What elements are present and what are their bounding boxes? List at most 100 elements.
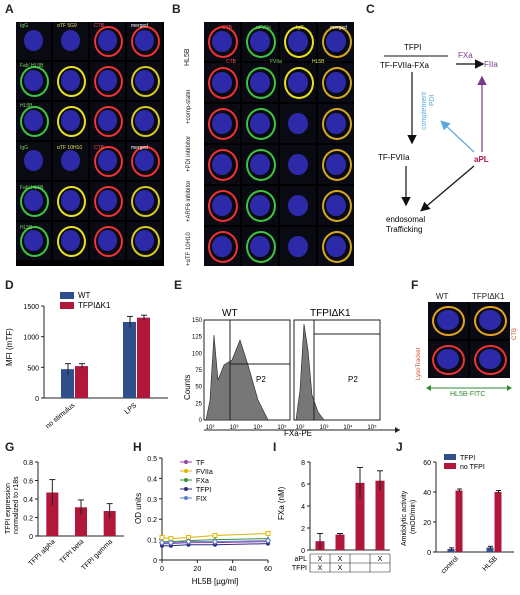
h-y-tick-label: 0.4	[147, 476, 157, 483]
i-bar	[355, 482, 365, 550]
h-legend-marker	[184, 460, 188, 464]
panel-f-label: F	[411, 278, 419, 292]
a-label-atf10h10: αTF 10H10	[57, 145, 83, 151]
panel-j-label: J	[396, 440, 403, 454]
micrograph-tile	[242, 227, 278, 266]
c-fiia: FIIa	[484, 60, 498, 69]
micrograph-tile	[16, 142, 51, 180]
d-bar	[123, 321, 136, 398]
e-y-tick-label: 150	[192, 318, 203, 324]
panel-c-diagram: TFPI TF-FVIIa-FXa FXa FIIa complement PD…	[378, 43, 498, 234]
h-x-tick-label: 20	[193, 566, 201, 573]
h-y-tick-label: 0.2	[147, 517, 157, 524]
i-table-cell: X	[338, 565, 343, 572]
d-x-tick-label: no stimulus	[45, 402, 77, 430]
i-table-cell: X	[378, 556, 383, 563]
panel-a-microscopy	[16, 22, 164, 266]
h-data-point	[167, 539, 175, 546]
micrograph-tile	[242, 186, 278, 225]
i-table-row-label: aPL	[295, 556, 308, 563]
micrograph-tile	[280, 145, 316, 184]
h-data-point	[264, 537, 272, 544]
i-y-tick-label: 8	[301, 460, 305, 467]
b-col-merged: merged	[330, 25, 347, 31]
panel-i-label: I	[273, 440, 277, 454]
g-y-tick-label: 0	[29, 534, 33, 541]
micrograph-tile	[242, 104, 278, 143]
c-fxa: FXa	[458, 51, 473, 60]
panel-g-label: G	[5, 440, 15, 454]
g-bar	[46, 492, 59, 536]
micrograph-tile	[16, 182, 51, 220]
d-legend-label: TFPIΔK1	[78, 301, 111, 310]
micrograph-tile	[204, 227, 240, 266]
i-y-tick-label: 4	[301, 504, 305, 511]
b-label-hl5b: HL5B	[312, 59, 325, 65]
e-x-tick-label: 10³	[320, 425, 329, 431]
h-ylabel: OD units	[134, 493, 143, 524]
panel-g-chart: 0 0.2 0.4 0.6 0.8 TFPI expression normalized t…	[5, 460, 124, 572]
e-xlabel: FXa-PE	[284, 429, 312, 438]
panel-b-microscopy	[204, 22, 354, 266]
g-ylabel: TFPI expression	[5, 483, 12, 534]
i-table-cell: X	[338, 556, 343, 563]
e-gate-label: P2	[256, 375, 266, 384]
j-y-tick-label: 60	[423, 460, 431, 467]
b-row-atf: +αTF 10H10	[186, 232, 192, 266]
h-y-tick-label: 0.5	[147, 456, 157, 463]
a-label-hl5b-1: HL5B	[20, 103, 33, 109]
e-x-tick-label: 10²	[206, 425, 215, 431]
e-y-tick-label: 0	[199, 418, 203, 424]
f-title-tfpi: TFPIΔK1	[472, 292, 505, 301]
j-ylabel-unit: (mOD/min)	[410, 500, 417, 534]
h-legend-label: TF	[196, 460, 205, 467]
panel-h-chart: 0 0.1 0.2 0.3 0.4 0.5 0 20 40 60 OD units HL5B [µg/…	[134, 456, 272, 586]
b-col-ctb: CTB	[222, 25, 232, 31]
e-plot-frame	[293, 319, 381, 421]
micrograph-tile	[53, 182, 88, 220]
e-y-tick-label: 100	[192, 351, 203, 357]
c-tf-fviia: TF-FVIIa	[378, 153, 410, 162]
a-label-fab-hl5b-1: Fab' HL5B	[20, 63, 44, 69]
b-label-ctb: CTB	[226, 59, 236, 65]
e-x-tick-label: 10³	[230, 425, 239, 431]
micrograph-tile	[280, 227, 316, 266]
i-ylabel: FXa (nM)	[277, 486, 286, 520]
micrograph-tile	[470, 341, 510, 378]
e-y-tick-label: 50	[195, 385, 202, 391]
b-col-fviia: αFVIIa	[256, 25, 271, 31]
c-apl: aPL	[474, 155, 489, 164]
g-bar	[75, 507, 87, 536]
panel-e-histograms: WT TFPIΔK1 Counts FXa-PE 0 25 50 75 100 125 15…	[183, 308, 400, 438]
c-complement: complement	[421, 92, 428, 130]
j-y-tick-label: 40	[423, 490, 431, 497]
c-arrow-pdi	[440, 120, 475, 153]
a-label-atf5g9: αTF 5G9	[57, 23, 77, 29]
micrograph-tile	[280, 63, 316, 102]
b-row-arf6: +ARF6 inhibitor	[186, 180, 192, 222]
c-endosomal: endosomal	[386, 215, 425, 224]
micrograph-tile	[318, 227, 354, 266]
g-bar	[103, 511, 116, 536]
micrograph-tile	[204, 145, 240, 184]
c-complex: TF-FVIIa-FXa	[380, 61, 429, 70]
f-right-label: CTB	[512, 328, 518, 340]
a-label-igg-1: IgG	[20, 23, 29, 29]
d-bar	[61, 369, 74, 398]
d-x-tick-label: LPS	[124, 402, 139, 416]
a-label-merged-2: merged	[131, 145, 148, 151]
e-title-tfpi: TFPIΔK1	[310, 308, 351, 319]
micrograph-tile	[16, 102, 51, 140]
micrograph-tile	[53, 102, 88, 140]
i-y-tick-label: 0	[301, 548, 305, 555]
g-y-tick-label: 0.4	[23, 497, 33, 504]
c-pdi: PDI	[429, 94, 436, 106]
j-bar	[455, 490, 463, 552]
h-legend-marker	[184, 487, 188, 491]
h-y-tick-label: 0.1	[147, 538, 157, 545]
j-y-tick-label: 20	[423, 520, 431, 527]
panel-f-microscopy	[428, 302, 510, 378]
d-bar	[137, 317, 150, 398]
panel-h-label: H	[133, 440, 142, 454]
